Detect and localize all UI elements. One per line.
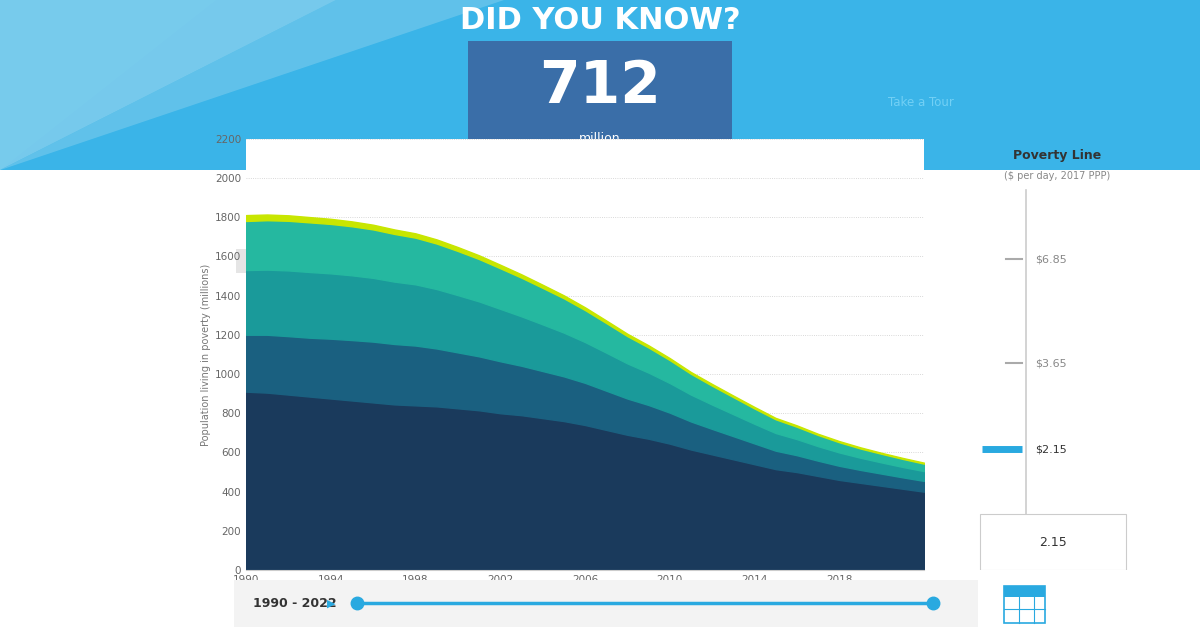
Text: million: million — [580, 132, 620, 145]
Text: $2.15: $2.15 — [1036, 444, 1067, 454]
Polygon shape — [0, 0, 216, 170]
Y-axis label: Population living in poverty (millions): Population living in poverty (millions) — [200, 263, 211, 445]
Text: people lived below the: people lived below the — [389, 209, 600, 227]
Text: per day poverty line in 2022: per day poverty line in 2022 — [640, 209, 901, 227]
Text: ▶: ▶ — [326, 598, 335, 608]
Polygon shape — [0, 0, 504, 170]
Text: $3.65: $3.65 — [1036, 358, 1067, 368]
Text: 1990 - 2022: 1990 - 2022 — [253, 597, 336, 610]
Text: DID YOU KNOW?: DID YOU KNOW? — [460, 6, 740, 35]
Text: PPP: PPP — [270, 255, 290, 265]
Text: ▼: ▼ — [252, 255, 258, 264]
FancyBboxPatch shape — [468, 41, 732, 160]
Text: 712: 712 — [539, 57, 661, 115]
Bar — [236, 249, 344, 273]
FancyBboxPatch shape — [979, 514, 1127, 570]
Text: Take a Tour: Take a Tour — [888, 96, 954, 108]
Text: ($ per day, 2017 PPP): ($ per day, 2017 PPP) — [1004, 171, 1110, 181]
Polygon shape — [0, 0, 336, 170]
Text: Poverty Line: Poverty Line — [1013, 149, 1102, 163]
Text: $2.15: $2.15 — [600, 209, 656, 227]
Bar — [1004, 586, 1045, 597]
Text: 2.15: 2.15 — [1039, 536, 1067, 549]
Text: $6.85: $6.85 — [1036, 255, 1067, 265]
